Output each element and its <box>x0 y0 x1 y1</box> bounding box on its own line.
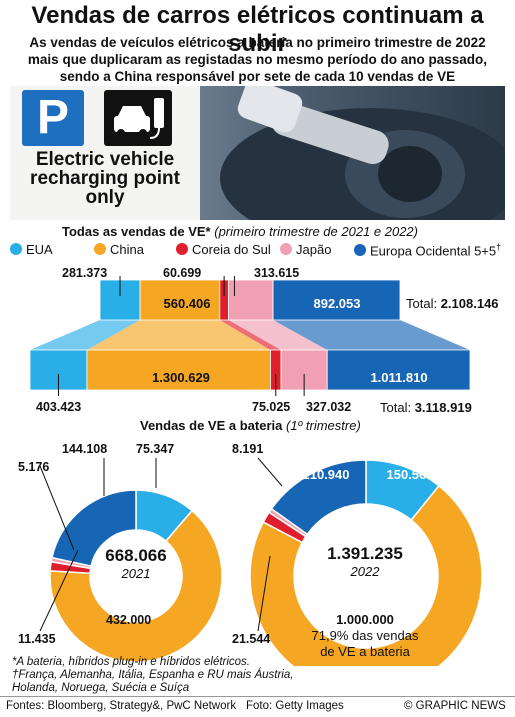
donut-leader-3 <box>39 549 79 632</box>
legend-swatch <box>280 243 292 255</box>
total-2022: Total: 3.118.919 <box>380 400 472 415</box>
bar-2022-china <box>86 349 271 391</box>
photo-credit: Foto: Getty Images <box>246 700 344 712</box>
donut-2022-year: 2022 <box>350 564 380 579</box>
donut-leader-5 <box>257 555 271 632</box>
footnote-3: Holanda, Noruega, Suécia e Suíça <box>12 682 190 694</box>
label-2022-europa: 1.011.810 <box>370 370 428 385</box>
bar-2021-europa <box>272 279 401 321</box>
donut-2021-total: 668.066 <box>105 546 167 565</box>
legend-label: EUA <box>26 242 53 257</box>
donut-2022-slice-china <box>249 484 483 666</box>
donut-2021-center: 668.066 2021 <box>96 546 176 581</box>
page-title: Vendas de carros elétricos continuam a s… <box>31 2 484 57</box>
sign-line-1: Electric vehicle <box>35 149 175 170</box>
bar-chart-title-note: (primeiro trimestre de 2021 e 2022) <box>214 224 418 239</box>
bar-chart <box>29 276 471 396</box>
donut-2022-slice-europa <box>270 459 367 536</box>
label-2021-europa: 892.053 <box>313 296 361 311</box>
parking-icon: P <box>22 90 84 146</box>
bar-connector-china <box>86 320 271 350</box>
donut-2022-label-eua: 150.560 <box>386 467 434 482</box>
footnote-1: *A bateria, híbridos plug-in e híbridos … <box>12 656 251 668</box>
donut-2021-year: 2021 <box>121 566 151 581</box>
total-2021-label: Total: <box>406 296 438 311</box>
bar-connector-japao <box>228 320 328 350</box>
ev-car-icon <box>114 98 164 139</box>
legend-swatch <box>94 243 106 255</box>
bar-connector-coreia <box>219 320 282 350</box>
legend-item-europa: Europa Ocidental 5+5† <box>354 242 501 260</box>
total-2022-value: 3.118.919 <box>414 400 472 415</box>
donut-2022-china-note: 1.000.000 71,9% das vendas de VE a bater… <box>300 612 430 660</box>
donut-chart-title-main: Vendas de VE a bateria <box>140 418 283 433</box>
label-2022-coreia: 75.025 <box>252 400 291 414</box>
legend-label: Coreia do Sul <box>192 242 271 257</box>
sign-text: Electric vehicle recharging point only <box>12 150 198 207</box>
subtitle-line-2: mais que duplicaram as registadas no mes… <box>27 52 488 67</box>
label-2021-coreia: 60.699 <box>163 266 202 280</box>
donut-2022-label-china: 1.000.000 <box>336 612 394 627</box>
brand: © GRAPHIC NEWS <box>404 700 506 712</box>
footer-divider <box>0 696 515 697</box>
bar-2022-europa <box>326 349 471 391</box>
label-2021-eua: 281.373 <box>62 266 108 280</box>
label-2022-china: 1.300.629 <box>152 370 210 385</box>
total-2021: Total: 2.108.146 <box>406 296 499 311</box>
sign-line-3: only <box>85 187 125 208</box>
legend-swatch <box>176 243 188 255</box>
legend: EUA China Coreia do Sul Japão Europa Oci… <box>10 242 510 260</box>
sign-line-2: recharging point <box>30 168 180 189</box>
donut-chart-title: Vendas de VE a bateria (1º trimestre) <box>140 418 361 433</box>
subtitle: As vendas de veículos elétricos a bateri… <box>10 34 505 85</box>
label-2021-china: 560.406 <box>163 296 211 311</box>
bar-2021-china <box>139 279 221 321</box>
total-2021-value: 2.108.146 <box>440 296 499 311</box>
donut-2022-label-europa: 210.940 <box>302 467 350 482</box>
donut-chart-title-note: (1º trimestre) <box>285 418 361 433</box>
bar-chart-title: Todas as vendas de VE* (primeiro trimest… <box>62 224 418 239</box>
legend-item-eua: EUA <box>10 242 53 260</box>
charger-plug-illustration <box>220 86 505 220</box>
donut-2022-label-coreia: 21.544 <box>232 632 271 646</box>
legend-dagger: † <box>496 242 502 252</box>
bar-connector-eua <box>30 320 141 350</box>
bar-2021-japao <box>228 279 274 321</box>
label-2022-japao: 327.032 <box>306 400 352 414</box>
donut-leader-2 <box>39 465 75 551</box>
donut-2022-total: 1.391.235 <box>327 544 403 563</box>
subtitle-line-1: As vendas de veículos elétricos a bateri… <box>29 35 486 50</box>
bar-chart-title-main: Todas as vendas de VE* <box>62 224 211 239</box>
label-2021-japao: 313.615 <box>254 266 300 280</box>
ev-car-charging-icon <box>104 90 172 146</box>
donut-2022-china-note-1: 71,9% das vendas <box>311 628 419 643</box>
donut-2022-label-japao: 8.191 <box>232 442 264 456</box>
sources: Fontes: Bloomberg, Strategy&, PwC Networ… <box>6 700 237 712</box>
bar-connector-europa <box>273 320 470 350</box>
footnote-2: †França, Alemanha, Itália, Espanha e RU … <box>12 669 294 681</box>
legend-label: Europa Ocidental 5+5 <box>370 243 497 259</box>
legend-swatch <box>10 243 22 255</box>
donut-2021-label-eua: 75.347 <box>136 442 175 456</box>
donut-leader-4 <box>257 457 283 487</box>
legend-item-china: China <box>94 242 144 260</box>
donut-2021-label-japao: 5.176 <box>18 460 50 474</box>
total-2022-label: Total: <box>380 400 412 415</box>
donut-charts <box>39 457 483 666</box>
legend-label: Japão <box>296 242 332 257</box>
donut-2021-label-china: 432.000 <box>106 613 152 627</box>
subtitle-line-3: sendo a China responsável por sete de ca… <box>59 69 456 84</box>
legend-label: China <box>110 242 144 257</box>
footnotes: *A bateria, híbridos plug-in e híbridos … <box>12 656 293 695</box>
label-2022-eua: 403.423 <box>36 400 82 414</box>
donut-2022-center: 1.391.235 2022 <box>320 544 410 579</box>
donut-2022-china-note-2: de VE a bateria <box>320 644 410 659</box>
legend-item-coreia: Coreia do Sul <box>176 242 271 260</box>
donut-2021-label-coreia: 11.435 <box>18 632 56 646</box>
legend-swatch <box>354 244 366 257</box>
legend-item-japao: Japão <box>280 242 331 260</box>
donut-2021-label-europa: 144.108 <box>62 442 108 456</box>
